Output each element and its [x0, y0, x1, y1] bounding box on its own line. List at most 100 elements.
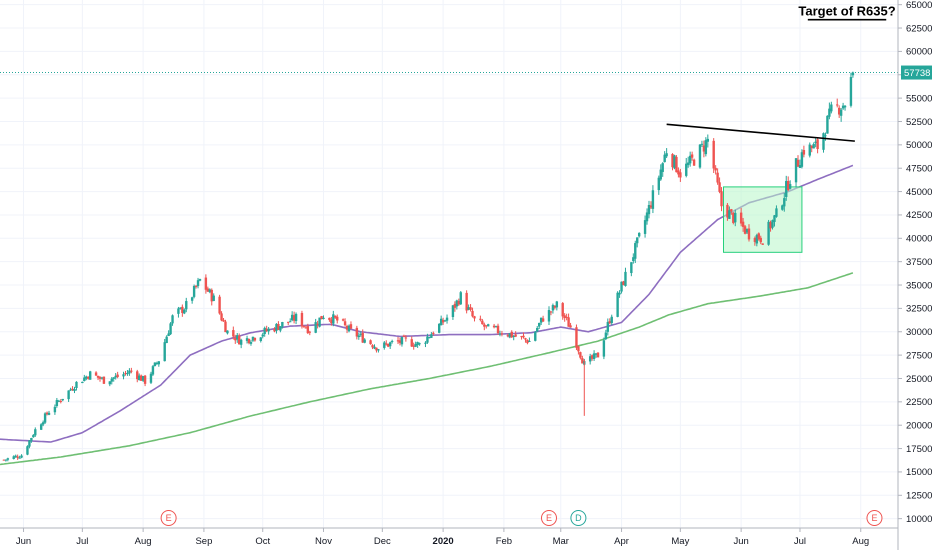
candle[interactable] — [363, 338, 366, 344]
candle[interactable] — [796, 155, 800, 167]
event-marker-e[interactable]: E — [540, 510, 557, 526]
candle[interactable] — [102, 376, 106, 385]
candle[interactable] — [108, 381, 111, 387]
candle[interactable] — [14, 454, 17, 458]
candle[interactable] — [563, 313, 566, 322]
event-marker-e[interactable]: E — [160, 510, 177, 526]
candle[interactable] — [675, 155, 678, 173]
candle[interactable] — [716, 168, 719, 185]
event-marker-e[interactable]: E — [866, 510, 883, 526]
candle[interactable] — [404, 335, 408, 342]
candle[interactable] — [281, 321, 284, 329]
candle[interactable] — [647, 200, 651, 219]
candle[interactable] — [263, 326, 266, 337]
candle[interactable] — [169, 322, 172, 336]
candle[interactable] — [671, 153, 674, 171]
candle[interactable] — [687, 156, 690, 168]
candle[interactable] — [261, 332, 264, 339]
candle[interactable] — [741, 217, 745, 232]
candle[interactable] — [402, 334, 406, 338]
candlestick-series[interactable] — [2, 71, 855, 462]
candle[interactable] — [247, 338, 251, 345]
candle[interactable] — [208, 288, 211, 294]
candle[interactable] — [451, 304, 455, 320]
candle[interactable] — [245, 335, 249, 344]
candle[interactable] — [528, 337, 531, 342]
candle[interactable] — [153, 362, 157, 367]
candle[interactable] — [459, 290, 462, 305]
candle[interactable] — [369, 339, 372, 345]
candle[interactable] — [198, 278, 202, 282]
candle[interactable] — [336, 314, 339, 324]
candle[interactable] — [320, 315, 323, 320]
candle[interactable] — [485, 325, 488, 329]
candle[interactable] — [328, 317, 331, 322]
candle[interactable] — [96, 375, 100, 381]
candle[interactable] — [294, 312, 298, 325]
candle[interactable] — [734, 209, 737, 227]
candle[interactable] — [500, 330, 504, 337]
candle[interactable] — [788, 180, 792, 190]
candle[interactable] — [316, 320, 319, 329]
candle[interactable] — [826, 115, 829, 134]
candle[interactable] — [569, 322, 572, 328]
candle[interactable] — [775, 205, 778, 218]
candle[interactable] — [75, 381, 78, 391]
candle[interactable] — [526, 339, 529, 345]
candle[interactable] — [224, 319, 227, 333]
candle[interactable] — [300, 310, 304, 329]
candle[interactable] — [183, 308, 186, 315]
candle[interactable] — [798, 159, 802, 168]
candle[interactable] — [69, 387, 72, 391]
candle[interactable] — [553, 305, 557, 310]
candle[interactable] — [577, 345, 580, 355]
candle[interactable] — [12, 455, 15, 460]
candle[interactable] — [267, 327, 270, 335]
candle[interactable] — [167, 330, 170, 337]
candle[interactable] — [645, 208, 649, 225]
candle[interactable] — [192, 284, 196, 299]
candle[interactable] — [57, 399, 61, 403]
candle[interactable] — [124, 370, 127, 376]
candle[interactable] — [371, 344, 374, 350]
candle[interactable] — [194, 285, 198, 289]
candle[interactable] — [171, 314, 174, 326]
candle[interactable] — [685, 157, 688, 178]
candle[interactable] — [45, 411, 49, 416]
candle[interactable] — [534, 330, 537, 342]
candle[interactable] — [816, 137, 819, 154]
candle[interactable] — [537, 322, 541, 329]
candle[interactable] — [330, 316, 333, 326]
candle[interactable] — [43, 412, 47, 424]
candle[interactable] — [690, 151, 694, 161]
candle[interactable] — [547, 306, 551, 325]
candle[interactable] — [808, 142, 811, 158]
candle[interactable] — [218, 294, 221, 315]
candle[interactable] — [657, 175, 660, 195]
event-marker-d[interactable]: D — [570, 510, 587, 526]
candle[interactable] — [151, 365, 155, 376]
candle[interactable] — [98, 376, 102, 382]
candle[interactable] — [345, 324, 349, 334]
candle[interactable] — [410, 336, 413, 348]
candle[interactable] — [555, 300, 559, 311]
candle[interactable] — [743, 224, 747, 235]
candle[interactable] — [673, 154, 676, 170]
candle[interactable] — [28, 440, 31, 449]
candle[interactable] — [87, 376, 90, 380]
candle[interactable] — [698, 144, 702, 169]
resistance-trendline[interactable] — [666, 123, 855, 142]
candle[interactable] — [126, 370, 129, 376]
candle[interactable] — [745, 228, 749, 234]
candle[interactable] — [251, 336, 255, 342]
candle[interactable] — [487, 323, 490, 327]
candle[interactable] — [179, 307, 182, 310]
candle[interactable] — [726, 203, 729, 221]
candle[interactable] — [204, 274, 208, 294]
candle[interactable] — [565, 313, 568, 321]
candle[interactable] — [273, 327, 276, 333]
candle[interactable] — [30, 437, 33, 443]
candle[interactable] — [588, 353, 592, 365]
candle[interactable] — [590, 354, 594, 361]
candle[interactable] — [624, 267, 627, 287]
